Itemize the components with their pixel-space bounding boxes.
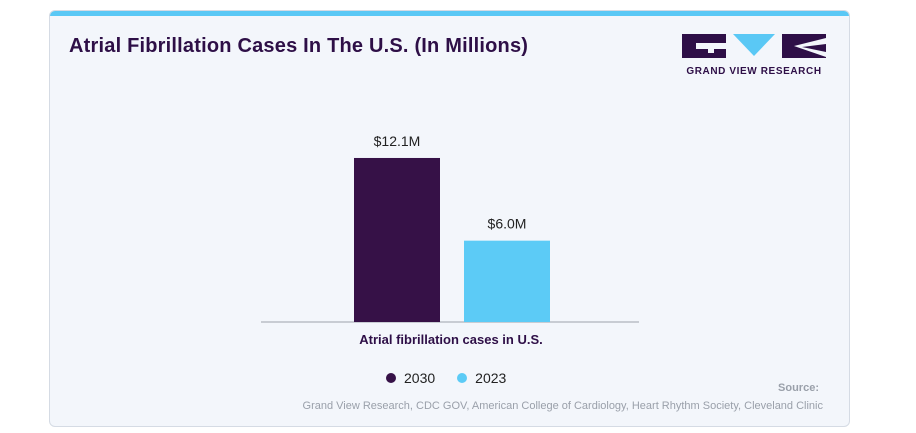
- legend-item-2023: 2023: [457, 370, 506, 386]
- accent-bar: [50, 11, 849, 16]
- data-label-2030: $12.1M: [374, 133, 421, 149]
- source-text: Grand View Research, CDC GOV, American C…: [302, 400, 823, 412]
- category-label: Atrial fibrillation cases in U.S.: [359, 332, 543, 347]
- source-heading: Source:: [778, 382, 819, 394]
- legend-label: 2030: [404, 370, 436, 386]
- bar-2023: [464, 240, 550, 322]
- legend-item-2030: 2030: [386, 370, 435, 386]
- legend-label: 2023: [475, 370, 507, 386]
- logo-text: GRAND VIEW RESEARCH: [686, 66, 822, 77]
- legend: 2030 2023: [386, 368, 528, 388]
- bar-2030: [354, 157, 440, 322]
- chart-title: Atrial Fibrillation Cases In The U.S. (I…: [69, 35, 529, 57]
- grand-view-research-logo: GRAND VIEW RESEARCH: [680, 34, 828, 84]
- bar-chart: $12.1M $6.0M Atrial fibrillation cases in …: [261, 133, 639, 347]
- data-label-2023: $6.0M: [488, 216, 527, 232]
- legend-swatch: [386, 373, 396, 383]
- legend-swatch: [457, 373, 468, 383]
- chart-card: Atrial Fibrillation Cases In The U.S. (I…: [49, 10, 850, 427]
- gvr-logo-icon: [682, 34, 826, 58]
